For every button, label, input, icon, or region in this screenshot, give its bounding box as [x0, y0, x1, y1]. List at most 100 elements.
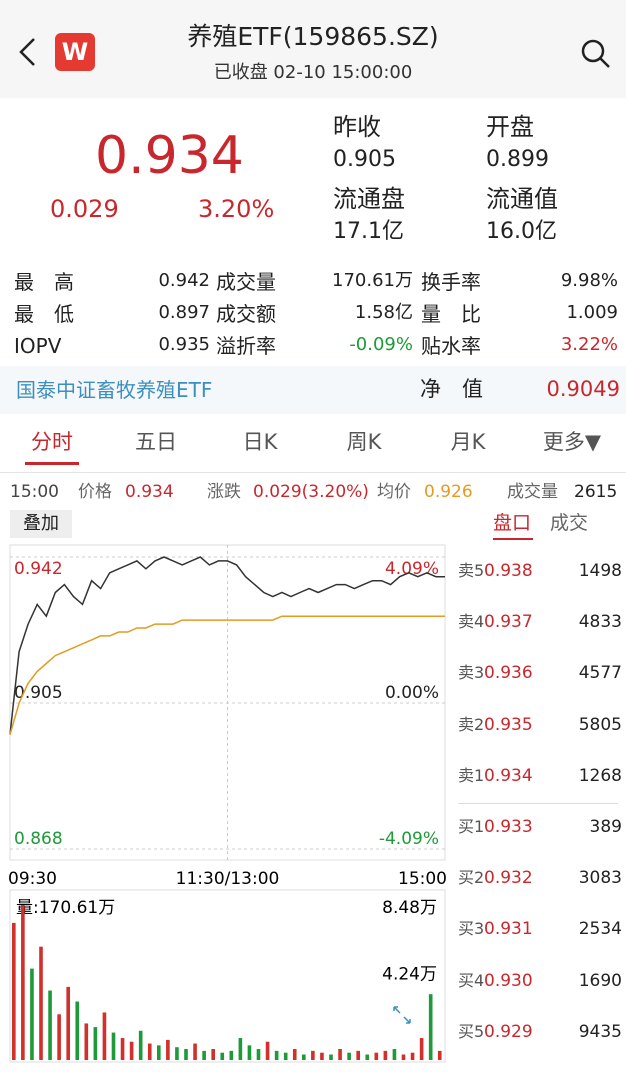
stat-value: 9.98% — [560, 270, 618, 291]
x-tick-label: 15:00 — [398, 869, 447, 889]
volume-bar — [21, 905, 25, 1060]
volume-bar — [193, 1043, 197, 1060]
tab[interactable]: 更多▼ — [542, 430, 602, 454]
value: 0.899 — [486, 147, 549, 172]
search-button[interactable] — [580, 38, 612, 70]
volume-bar — [247, 1045, 252, 1060]
book-label: 买1 — [458, 817, 485, 836]
stat-value: 0.942 — [158, 270, 210, 291]
y-tick-label: 4.24万 — [382, 965, 437, 985]
value: 2615 — [574, 482, 618, 502]
y2-tick-label: 4.09% — [385, 559, 439, 579]
stat-label: 最 低 — [14, 302, 74, 326]
label: 流通值 — [486, 185, 558, 213]
volume-bar — [265, 1041, 270, 1060]
volume-bar — [356, 1050, 360, 1060]
book-label: 卖3 — [458, 663, 485, 683]
value: 0.029(3.20%) — [253, 482, 369, 502]
volume-bar — [166, 1039, 170, 1060]
volume-bar — [238, 1038, 243, 1060]
overlay-button[interactable]: 叠加 — [10, 510, 72, 538]
volume-bar — [392, 1049, 397, 1060]
volume-bar — [184, 1049, 188, 1060]
volume-bar — [75, 1001, 80, 1060]
book-price: 0.929 — [484, 1021, 533, 1042]
tab[interactable]: 周K — [346, 430, 382, 454]
tab[interactable]: 五日 — [135, 430, 177, 454]
fund-name[interactable]: 国泰中证畜牧养殖ETF — [16, 378, 213, 402]
book-divider — [458, 803, 618, 804]
app-logo: W — [55, 33, 95, 71]
volume-bar — [428, 994, 433, 1060]
label: 成交量 — [507, 482, 558, 502]
book-volume: 4577 — [578, 663, 622, 684]
stat-value: 3.22% — [560, 334, 618, 355]
stat-value: 1.58亿 — [354, 302, 413, 323]
book-tab[interactable]: 盘口 — [493, 512, 532, 534]
stat-label: IOPV — [14, 334, 62, 358]
label: 均价 — [377, 482, 411, 502]
y2-tick-label: 0.00% — [385, 683, 439, 703]
volume-bar — [419, 1038, 424, 1060]
book-price: 0.930 — [484, 970, 533, 991]
divider — [0, 472, 626, 473]
stat-label: 换手率 — [421, 270, 481, 294]
volume-bar — [129, 1041, 134, 1060]
value: 16.0亿 — [486, 219, 557, 244]
stat-value: 170.61万 — [332, 270, 413, 291]
volume-bar — [39, 946, 43, 1060]
stat-label: 成交量 — [216, 270, 276, 294]
header-bar — [0, 0, 626, 98]
x-tick-label: 09:30 — [8, 869, 57, 889]
book-price: 0.936 — [484, 663, 533, 684]
intraday-chart: 0.942 0.905 0.868 4.09% 0.00% -4.09% 09:30 11:3… — [8, 544, 447, 1063]
volume-bar — [12, 922, 16, 1060]
price-change-pct: 3.20% — [198, 195, 275, 223]
volume-bar — [211, 1049, 215, 1060]
y-tick-label: 8.48万 — [382, 898, 437, 918]
volume-bar — [437, 1050, 442, 1060]
tab-underline — [25, 462, 79, 465]
book-price: 0.938 — [484, 561, 533, 581]
stat-label: 最 高 — [14, 270, 74, 294]
y-tick-label: 0.942 — [14, 559, 63, 579]
volume-bar — [365, 1054, 370, 1060]
book-label: 卖1 — [458, 765, 485, 785]
y2-tick-label: -4.09% — [379, 829, 439, 849]
volume-bar — [383, 1050, 388, 1060]
subtitle: 已收盘 02-10 15:00:00 — [213, 62, 413, 83]
book-label: 买2 — [458, 868, 485, 888]
tab[interactable]: 分时 — [31, 430, 73, 454]
tab[interactable]: 日K — [242, 430, 278, 454]
series-line — [9, 615, 445, 735]
volume-bar — [30, 968, 34, 1060]
book-tab[interactable]: 成交 — [550, 512, 589, 534]
stat-value: 0.897 — [158, 302, 210, 323]
stat-value: -0.09% — [349, 334, 413, 355]
volume-bar — [347, 1052, 351, 1060]
book-volume: 1268 — [578, 765, 622, 786]
volume-bar — [410, 1052, 415, 1060]
stat-value: 1.009 — [566, 302, 618, 323]
value: 0.905 — [333, 147, 396, 172]
label: 昨收 — [333, 113, 381, 141]
book-volume: 3083 — [578, 868, 622, 889]
volume-bar — [329, 1054, 333, 1060]
volume-bar — [202, 1050, 206, 1060]
series-line — [9, 556, 445, 735]
book-label: 买5 — [458, 1021, 485, 1041]
last-price: 0.934 — [95, 126, 244, 186]
volume-bar — [220, 1052, 225, 1060]
label: 涨跌 — [207, 482, 241, 502]
price-change: 0.029 — [50, 195, 119, 223]
volume-bar — [274, 1050, 279, 1060]
book-price: 0.933 — [484, 817, 533, 837]
book-price: 0.937 — [484, 612, 533, 633]
volume-bar — [229, 1050, 234, 1060]
tab[interactable]: 月K — [450, 430, 486, 454]
fund-bar — [0, 366, 626, 414]
book-volume: 389 — [589, 817, 622, 837]
back-button[interactable] — [16, 36, 38, 68]
volume-bar — [157, 1045, 161, 1060]
